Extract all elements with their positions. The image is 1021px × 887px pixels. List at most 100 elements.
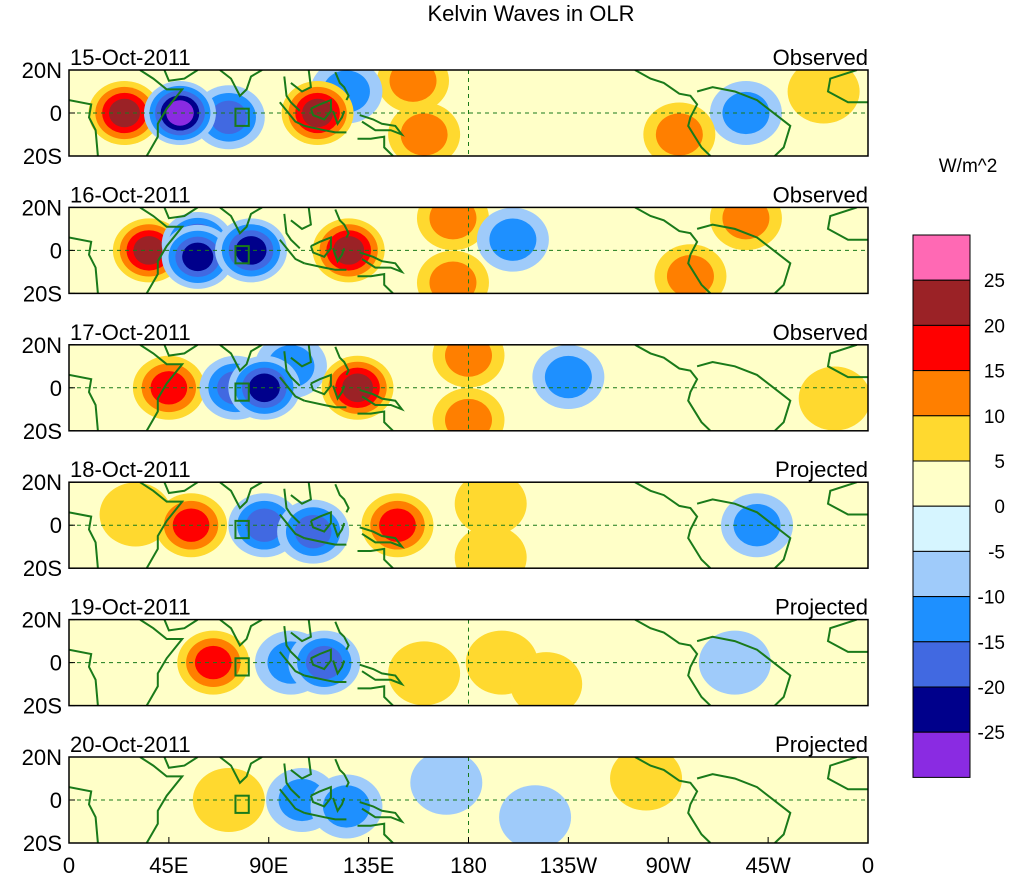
coastline [334,346,350,376]
panel-2: 16-Oct-2011 Observed 20N 0 20S [22,182,869,306]
lon-tick-label: 135W [540,853,598,878]
coastline [634,207,712,294]
panel-5: 19-Oct-2011 Projected 20N 0 20S [22,595,869,719]
coastline [334,209,350,238]
lat-tick-label: 0 [50,788,62,813]
coastline [290,70,312,93]
colorbar-cell [912,460,971,507]
coastline [634,757,712,843]
lat-tick-label: 20N [22,745,62,770]
coastline [279,513,305,540]
coastline [357,410,394,431]
coastline [279,239,305,265]
coastline [332,797,346,814]
lon-tick-label: 45E [149,853,188,878]
coastline [69,373,99,431]
anomaly-contour [655,113,703,156]
coastline [359,663,405,687]
panel-date: 15-Oct-2011 [70,45,191,70]
coastline [69,648,99,706]
coastline [139,482,185,569]
coastline [826,344,868,379]
panel-status: Observed [773,182,868,207]
panel-field [69,757,868,843]
anomaly-contour [454,482,527,536]
coastline [357,822,394,843]
coastline [334,621,350,651]
coastline [163,207,199,220]
anomaly-contour [610,757,683,811]
longitude-axis: 0 45E 90E 135E 180 135W 90W 45W 0 [63,837,874,878]
colorbar-tick-label: 25 [984,271,1005,292]
coastline [359,114,405,137]
coastline [290,482,312,505]
panel-date: 16-Oct-2011 [70,182,191,207]
coastline [309,373,332,396]
lon-tick-label: 90E [249,853,288,878]
coastline [826,757,868,791]
coastline [279,376,305,402]
anomaly-contour [210,100,248,135]
coastline [696,498,792,569]
lat-tick-label: 20N [22,58,62,83]
coastline [163,619,199,632]
coastline [357,135,394,156]
coastline [139,344,185,431]
panel-4: 18-Oct-2011 Projected 20N 0 20S [22,457,869,581]
coastline [334,483,350,513]
panel-status: Projected [775,595,868,620]
lat-tick-label: 20S [23,556,62,581]
coastline [139,619,185,706]
coastline [826,482,868,516]
panel-field [69,619,868,706]
coastline [283,625,301,662]
coastline [290,344,312,368]
colorbar-cell [912,731,971,778]
anomaly-contour [722,91,770,135]
coastline [332,385,346,401]
coastline [283,488,301,524]
colorbar-cell [912,234,971,281]
coastline [69,235,99,294]
coastline [696,773,792,843]
colorbar-cell [912,550,971,598]
anomaly-contour [544,355,592,399]
coastline [219,619,263,648]
coastline [219,482,263,510]
coastline [309,648,332,671]
colorbar-cell [912,324,971,372]
coastline [696,360,792,431]
lat-tick-label: 0 [50,376,62,401]
lat-tick-label: 20N [22,608,62,633]
coastline [304,124,347,134]
coastline [332,660,346,676]
panel-date: 19-Oct-2011 [70,595,191,620]
colorbar-cell [912,415,971,462]
lat-tick-label: 20S [23,419,62,444]
coastline [357,547,394,569]
coastline [359,801,405,824]
coastline [139,70,185,156]
coastline [279,788,305,814]
anomaly-contour [798,366,868,431]
coastline [634,619,712,706]
colorbar-tick-label: 0 [994,497,1005,518]
panel-field [69,70,868,156]
coastline [163,757,199,769]
coastline [279,101,305,127]
coastline [283,351,301,387]
lat-tick-label: 20S [23,144,62,169]
lon-tick-label: 135E [343,853,394,878]
panel-status: Projected [775,457,868,482]
coastline [826,619,868,653]
coastline [634,344,712,431]
colorbar-cell [912,686,971,733]
coastline [696,86,792,156]
anomaly-contour [182,242,214,272]
figure-title: Kelvin Waves in OLR [427,1,634,26]
panel-status: Projected [775,732,868,757]
coastline [304,674,347,683]
anomaly-contour [489,218,537,261]
lat-tick-label: 20N [22,195,62,220]
reference-box [234,382,250,402]
